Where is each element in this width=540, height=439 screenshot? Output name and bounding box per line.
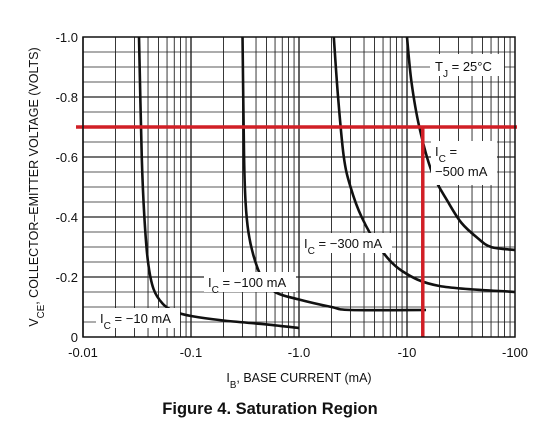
series-label-bg [204,272,296,292]
y-tick-label: -0.8 [56,90,78,105]
x-tick-label: -10 [398,345,417,360]
y-tick-label: -0.6 [56,150,78,165]
series-label-bg [96,308,180,328]
plot-frame [82,36,516,338]
y-tick-label: -0.4 [56,210,78,225]
series-label: IC = −100 mA [208,275,286,296]
series-label-bg [431,141,497,185]
x-tick-label: -0.1 [180,345,202,360]
series-label: IC = −300 mA [304,236,382,257]
figure-caption: Figure 4. Saturation Region [162,400,378,418]
series-label-line2: −500 mA [435,164,488,179]
annotations: IB, BASE CURRENT (mA) VCE, COLLECTOR–EMIT… [27,47,504,391]
y-axis-title: VCE, COLLECTOR–EMITTER VOLTAGE (VOLTS) [27,47,47,326]
y-tick-label: 0 [71,330,78,345]
series-label: IC = [435,144,457,165]
series-line [405,36,516,252]
x-tick-label: -1.0 [288,345,310,360]
y-tick-label: -1.0 [56,30,78,45]
temp-annotation: TJ = 25°C [435,59,492,80]
grid [82,37,515,337]
series-line [332,36,516,294]
x-tick-label: -100 [502,345,528,360]
series-label: IC = −10 mA [100,311,171,332]
x-axis-title: IB, BASE CURRENT (mA) [226,371,371,391]
x-tick-label: -0.01 [68,345,98,360]
tick-labels: -0.01 -0.1 -1.0 -10 -100 0 -0.2 -0.4 -0.6 -0.8 -1.… [56,30,528,360]
temp-label-bg [430,54,504,76]
series-line [137,36,300,330]
red-markers [76,125,517,337]
series-label-bg [300,233,392,253]
y-tick-label: -0.2 [56,270,78,285]
